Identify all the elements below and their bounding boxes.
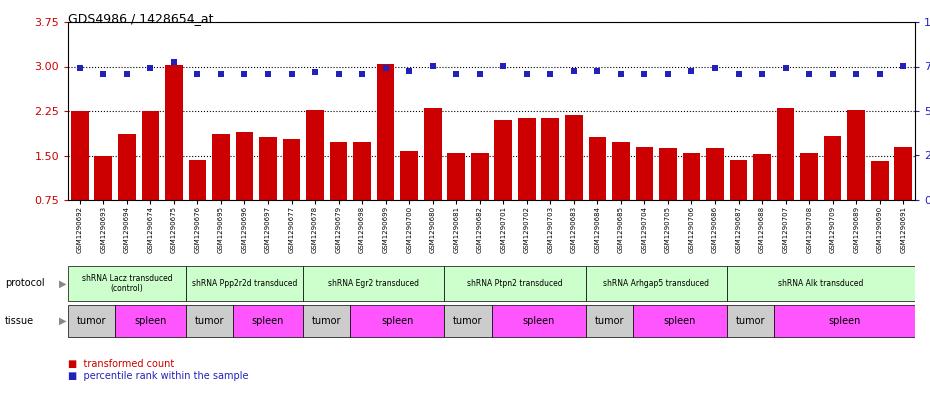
Text: GDS4986 / 1428654_at: GDS4986 / 1428654_at bbox=[68, 12, 214, 25]
Text: shRNA Ppp2r2d transduced: shRNA Ppp2r2d transduced bbox=[192, 279, 298, 288]
Bar bbox=[186, 305, 232, 337]
Bar bbox=[706, 149, 724, 200]
Bar bbox=[635, 147, 653, 200]
Bar bbox=[424, 108, 442, 200]
Bar bbox=[726, 266, 915, 301]
Bar bbox=[753, 154, 771, 200]
Text: shRNA Lacz transduced
(control): shRNA Lacz transduced (control) bbox=[82, 274, 172, 293]
Bar bbox=[118, 134, 136, 200]
Bar bbox=[259, 136, 277, 200]
Bar bbox=[68, 266, 186, 301]
Text: spleen: spleen bbox=[663, 316, 696, 326]
Bar bbox=[824, 136, 842, 200]
Bar bbox=[730, 160, 748, 200]
Bar bbox=[632, 305, 726, 337]
Bar bbox=[283, 139, 300, 200]
Bar bbox=[306, 110, 324, 200]
Bar bbox=[303, 266, 445, 301]
Bar bbox=[847, 110, 865, 200]
Text: tissue: tissue bbox=[5, 316, 33, 326]
Bar bbox=[303, 305, 351, 337]
Text: tumor: tumor bbox=[594, 316, 624, 326]
Bar bbox=[351, 305, 445, 337]
Text: spleen: spleen bbox=[523, 316, 554, 326]
Text: shRNA Alk transduced: shRNA Alk transduced bbox=[778, 279, 864, 288]
Bar bbox=[377, 64, 394, 200]
Bar bbox=[471, 152, 488, 200]
Text: tumor: tumor bbox=[312, 316, 341, 326]
Bar bbox=[777, 108, 794, 200]
Bar bbox=[541, 118, 559, 200]
Bar bbox=[71, 111, 88, 200]
Text: protocol: protocol bbox=[5, 279, 45, 288]
Bar bbox=[330, 142, 348, 200]
Text: tumor: tumor bbox=[736, 316, 765, 326]
Text: tumor: tumor bbox=[77, 316, 106, 326]
Bar bbox=[68, 305, 115, 337]
Bar bbox=[445, 305, 491, 337]
Text: shRNA Ptpn2 transduced: shRNA Ptpn2 transduced bbox=[467, 279, 563, 288]
Text: tumor: tumor bbox=[453, 316, 483, 326]
Bar bbox=[774, 305, 915, 337]
Text: spleen: spleen bbox=[134, 316, 166, 326]
Bar bbox=[895, 147, 912, 200]
Bar bbox=[115, 305, 186, 337]
Bar bbox=[445, 266, 586, 301]
Text: shRNA Egr2 transduced: shRNA Egr2 transduced bbox=[328, 279, 419, 288]
Bar bbox=[212, 134, 230, 200]
Text: ▶: ▶ bbox=[59, 279, 66, 288]
Bar bbox=[447, 152, 465, 200]
Bar bbox=[683, 152, 700, 200]
Bar bbox=[232, 305, 303, 337]
Bar bbox=[589, 136, 606, 200]
Bar bbox=[189, 160, 206, 200]
Text: spleen: spleen bbox=[381, 316, 414, 326]
Text: ▶: ▶ bbox=[59, 316, 66, 326]
Bar bbox=[870, 162, 888, 200]
Bar bbox=[353, 142, 371, 200]
Bar bbox=[612, 142, 630, 200]
Text: ■  transformed count: ■ transformed count bbox=[68, 359, 174, 369]
Text: spleen: spleen bbox=[829, 316, 860, 326]
Bar bbox=[491, 305, 586, 337]
Text: shRNA Arhgap5 transduced: shRNA Arhgap5 transduced bbox=[604, 279, 710, 288]
Bar bbox=[400, 151, 418, 200]
Bar bbox=[586, 266, 726, 301]
Bar bbox=[141, 111, 159, 200]
Bar bbox=[659, 149, 677, 200]
Bar bbox=[95, 156, 113, 200]
Text: tumor: tumor bbox=[194, 316, 224, 326]
Text: ■  percentile rank within the sample: ■ percentile rank within the sample bbox=[68, 371, 248, 381]
Bar bbox=[565, 115, 583, 200]
Bar bbox=[586, 305, 632, 337]
Bar bbox=[801, 152, 818, 200]
Bar bbox=[726, 305, 774, 337]
Bar bbox=[235, 132, 253, 200]
Bar bbox=[165, 65, 182, 200]
Bar bbox=[186, 266, 303, 301]
Text: spleen: spleen bbox=[252, 316, 285, 326]
Bar bbox=[495, 120, 512, 200]
Bar bbox=[518, 118, 536, 200]
